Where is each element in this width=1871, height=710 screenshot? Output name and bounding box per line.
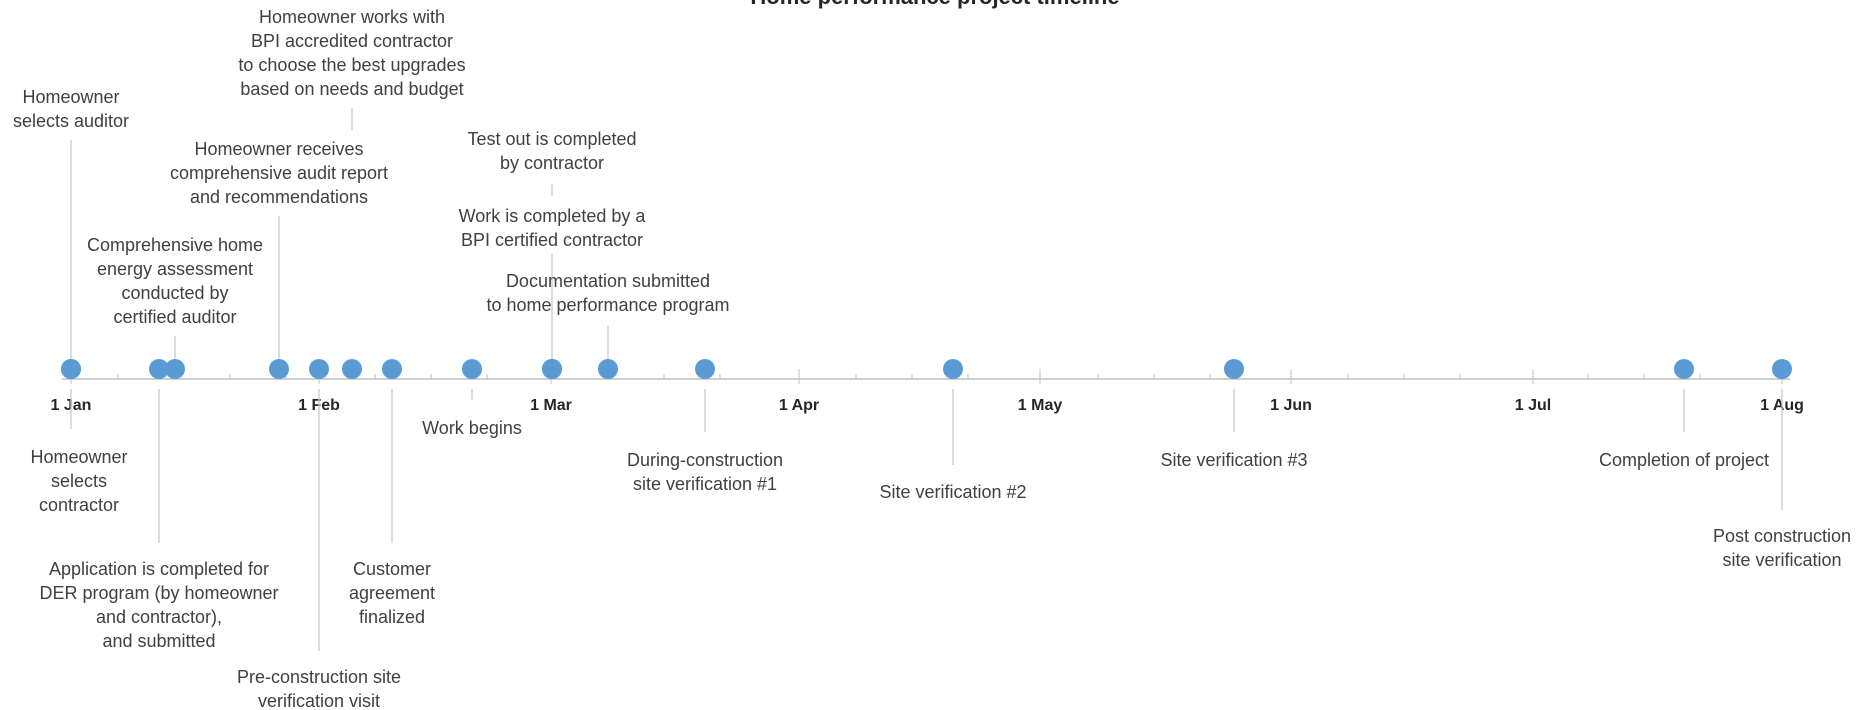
event-label-line: Work begins [422, 418, 522, 438]
month-label: 1 Jul [1515, 397, 1551, 414]
event-label-line: selects auditor [13, 111, 129, 131]
event-label: Completion of project [1599, 450, 1769, 470]
event-label: Customer agreement finalized [349, 559, 435, 627]
event-label: Homeowner selects contractor [30, 447, 127, 515]
event-label: Application is completed for DER program … [39, 559, 278, 651]
event-marker [542, 359, 562, 379]
event-marker [165, 359, 185, 379]
event-marker [943, 359, 963, 379]
event-label-line: and contractor), [96, 607, 222, 627]
event-label: Documentation submitted to home performan… [486, 271, 729, 315]
event-label-line: site verification [1722, 550, 1841, 570]
event-label: Homeowner works with BPI accredited contr… [238, 7, 465, 99]
event-marker [382, 359, 402, 379]
event-label-line: certified auditor [113, 307, 236, 327]
event-label-line: by contractor [500, 153, 604, 173]
event-label-line: and submitted [102, 631, 215, 651]
event-label-line: Homeowner works with [259, 7, 445, 27]
event-label-line: Site verification #3 [1160, 450, 1307, 470]
event-label: Work is completed by a BPI certified cont… [459, 206, 647, 250]
event-marker [598, 359, 618, 379]
event-label-line: conducted by [121, 283, 228, 303]
event-label: Site verification #2 [879, 482, 1026, 502]
event-label-line: energy assessment [97, 259, 253, 279]
event-marker [695, 359, 715, 379]
event-label-line: Documentation submitted [506, 271, 710, 291]
event-label-line: selects [51, 471, 107, 491]
event-label-line: finalized [359, 607, 425, 627]
event-marker [342, 359, 362, 379]
event-label-line: Completion of project [1599, 450, 1769, 470]
event-label-line: Homeowner [22, 87, 119, 107]
event-label-line: Application is completed for [49, 559, 269, 579]
event-label-line: verification visit [258, 691, 380, 710]
event-label: Test out is completed by contractor [467, 129, 636, 173]
month-label: 1 Apr [779, 397, 819, 414]
event-label-line: agreement [349, 583, 435, 603]
event-marker [462, 359, 482, 379]
event-label: Comprehensive home energy assessment condu… [87, 235, 263, 327]
event-label-line: Site verification #2 [879, 482, 1026, 502]
event-marker [269, 359, 289, 379]
event-labels: Homeowner selects auditor Homeowner selects… [13, 7, 1851, 710]
month-label: 1 Jun [1270, 397, 1312, 414]
event-markers [61, 359, 1792, 379]
event-marker [1224, 359, 1244, 379]
event-label-line: Homeowner [30, 447, 127, 467]
event-label-line: Test out is completed [467, 129, 636, 149]
event-label-line: During-construction [627, 450, 783, 470]
event-label: Homeowner selects auditor [13, 87, 129, 131]
event-label-line: Pre-construction site [237, 667, 401, 687]
month-label: 1 May [1018, 397, 1063, 414]
event-marker [1772, 359, 1792, 379]
event-label-line: to home performance program [486, 295, 729, 315]
event-label: Homeowner receives comprehensive audit re… [170, 139, 388, 207]
event-label-line: BPI accredited contractor [251, 31, 453, 51]
event-label: Work begins [422, 418, 522, 438]
event-label-line: Work is completed by a [459, 206, 647, 226]
event-label-line: comprehensive audit report [170, 163, 388, 183]
event-label-line: contractor [39, 495, 119, 515]
event-label-line: to choose the best upgrades [238, 55, 465, 75]
event-label-line: Post construction [1713, 526, 1851, 546]
month-label: 1 Mar [530, 397, 572, 414]
event-label-line: and recommendations [190, 187, 368, 207]
event-label: Site verification #3 [1160, 450, 1307, 470]
event-label-line: BPI certified contractor [461, 230, 643, 250]
event-label-line: based on needs and budget [240, 79, 463, 99]
event-label-line: Comprehensive home [87, 235, 263, 255]
event-label-line: Customer [353, 559, 431, 579]
event-label-line: site verification #1 [633, 474, 777, 494]
event-marker [61, 359, 81, 379]
event-label-line: Homeowner receives [194, 139, 363, 159]
event-label-line: DER program (by homeowner [39, 583, 278, 603]
event-label: During-construction site verification #1 [627, 450, 783, 494]
event-marker [1674, 359, 1694, 379]
diagram-title: Home performance project timeline [750, 0, 1119, 9]
event-marker [309, 359, 329, 379]
event-label: Pre-construction site verification visit [237, 667, 401, 710]
event-label: Post construction site verification [1713, 526, 1851, 570]
